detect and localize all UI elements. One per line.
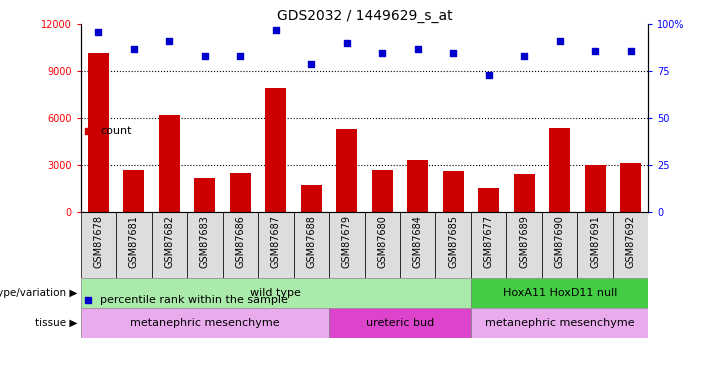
Bar	[187, 212, 223, 278]
Title: GDS2032 / 1449629_s_at: GDS2032 / 1449629_s_at	[277, 9, 452, 23]
Text: GSM87684: GSM87684	[413, 215, 423, 268]
Bar	[435, 212, 471, 278]
Bar	[81, 308, 329, 338]
Bar	[478, 188, 499, 212]
Point	[483, 72, 494, 78]
Point	[306, 61, 317, 67]
Point	[554, 38, 565, 44]
Text: GSM87685: GSM87685	[448, 215, 458, 268]
Text: genotype/variation ▶: genotype/variation ▶	[0, 288, 77, 297]
Bar	[471, 278, 648, 308]
Text: tissue ▶: tissue ▶	[35, 318, 77, 327]
Bar	[585, 165, 606, 212]
Bar	[578, 212, 613, 278]
Text: metanephric mesenchyme: metanephric mesenchyme	[130, 318, 280, 327]
Text: GSM87677: GSM87677	[484, 215, 494, 268]
Text: GSM87692: GSM87692	[626, 215, 636, 268]
Bar	[329, 212, 365, 278]
Bar	[442, 171, 464, 212]
Bar	[81, 278, 471, 308]
Bar	[294, 212, 329, 278]
Bar	[506, 212, 542, 278]
Bar	[400, 212, 435, 278]
Text: GSM87687: GSM87687	[271, 215, 281, 268]
Bar	[158, 115, 180, 212]
Bar	[258, 212, 294, 278]
Text: GSM87679: GSM87679	[342, 215, 352, 268]
Point	[164, 38, 175, 44]
Bar	[336, 129, 358, 212]
Text: GSM87683: GSM87683	[200, 215, 210, 268]
Bar	[81, 212, 116, 278]
Bar	[194, 177, 215, 212]
Bar	[230, 173, 251, 212]
Point	[235, 53, 246, 59]
Text: wild type: wild type	[250, 288, 301, 297]
Bar	[372, 170, 393, 212]
Text: GSM87691: GSM87691	[590, 215, 600, 268]
Text: HoxA11 HoxD11 null: HoxA11 HoxD11 null	[503, 288, 617, 297]
Bar	[407, 160, 428, 212]
Text: GSM87678: GSM87678	[93, 215, 103, 268]
Text: GSM87688: GSM87688	[306, 215, 316, 268]
Bar	[123, 170, 144, 212]
Point	[625, 48, 637, 54]
Point	[376, 50, 388, 55]
Bar	[365, 212, 400, 278]
Bar	[265, 88, 287, 212]
Text: GSM87682: GSM87682	[164, 215, 175, 268]
Bar	[329, 308, 471, 338]
Point	[590, 48, 601, 54]
Point	[341, 40, 353, 46]
Point	[519, 53, 530, 59]
Point	[412, 46, 423, 52]
Bar	[549, 128, 571, 212]
Bar	[116, 212, 151, 278]
Text: percentile rank within the sample: percentile rank within the sample	[100, 295, 288, 305]
Bar	[223, 212, 258, 278]
Point	[93, 29, 104, 35]
Bar	[542, 212, 578, 278]
Bar	[88, 53, 109, 212]
Bar	[514, 174, 535, 212]
Bar	[620, 164, 641, 212]
Point	[199, 53, 210, 59]
Bar	[301, 185, 322, 212]
Text: GSM87680: GSM87680	[377, 215, 387, 268]
Text: count: count	[100, 126, 132, 136]
Point	[128, 46, 139, 52]
Point	[448, 50, 459, 55]
Bar	[471, 212, 507, 278]
Text: GSM87681: GSM87681	[129, 215, 139, 268]
Text: GSM87690: GSM87690	[554, 215, 565, 268]
Bar	[471, 308, 648, 338]
Text: GSM87686: GSM87686	[236, 215, 245, 268]
Text: ureteric bud: ureteric bud	[366, 318, 434, 327]
Text: metanephric mesenchyme: metanephric mesenchyme	[485, 318, 634, 327]
Text: GSM87689: GSM87689	[519, 215, 529, 268]
Bar	[613, 212, 648, 278]
Point	[270, 27, 281, 33]
Bar	[151, 212, 187, 278]
